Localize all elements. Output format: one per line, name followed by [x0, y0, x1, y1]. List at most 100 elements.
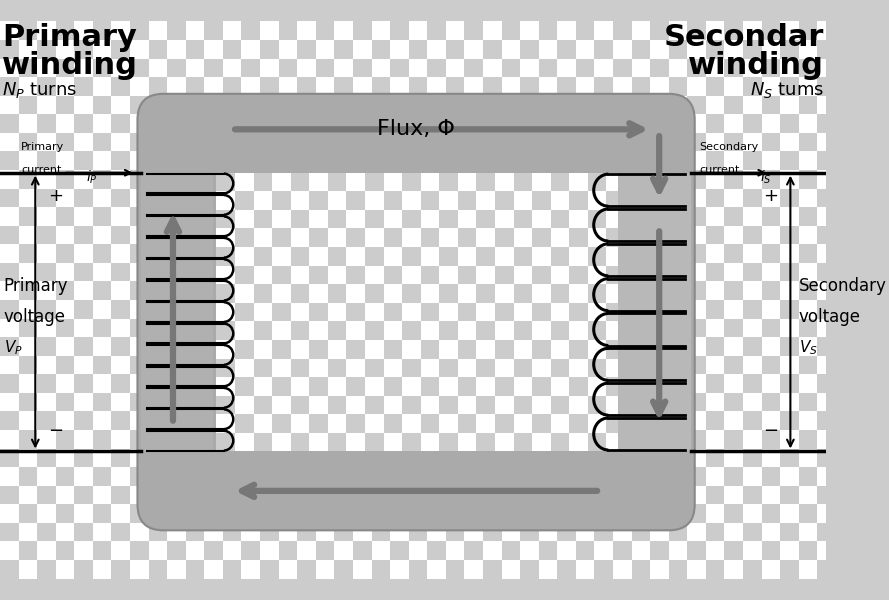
Bar: [557, 170, 576, 188]
Bar: [439, 210, 458, 229]
Bar: [817, 263, 836, 281]
Bar: [223, 151, 242, 170]
Bar: [111, 226, 130, 244]
Bar: [781, 319, 798, 337]
Bar: [316, 560, 334, 578]
Bar: [650, 77, 669, 95]
Bar: [390, 319, 409, 337]
Bar: [798, 133, 817, 151]
Bar: [687, 151, 706, 170]
Bar: [533, 210, 551, 229]
Bar: [242, 337, 260, 356]
Bar: [186, 523, 204, 541]
Bar: [495, 377, 514, 395]
Bar: [372, 207, 390, 226]
Bar: [613, 188, 631, 207]
Bar: [372, 188, 390, 207]
Bar: [613, 541, 631, 560]
Bar: [458, 247, 477, 266]
Bar: [798, 449, 817, 467]
Bar: [520, 374, 539, 393]
Bar: [514, 173, 533, 191]
Bar: [557, 337, 576, 356]
Bar: [272, 433, 291, 451]
Bar: [334, 59, 353, 77]
Bar: [278, 188, 297, 207]
Bar: [687, 393, 706, 412]
Bar: [409, 560, 428, 578]
Bar: [334, 393, 353, 412]
Bar: [817, 188, 836, 207]
Text: −: −: [764, 422, 779, 440]
Bar: [37, 133, 56, 151]
Bar: [501, 319, 520, 337]
Bar: [539, 374, 557, 393]
Bar: [242, 207, 260, 226]
Text: −: −: [48, 422, 63, 440]
Bar: [402, 359, 420, 377]
Bar: [353, 170, 372, 188]
Bar: [278, 226, 297, 244]
Bar: [743, 40, 762, 59]
Bar: [297, 560, 316, 578]
Bar: [390, 541, 409, 560]
Bar: [167, 467, 186, 486]
Bar: [130, 467, 148, 486]
Bar: [0, 319, 19, 337]
Bar: [130, 151, 148, 170]
Bar: [260, 505, 278, 523]
Bar: [439, 191, 458, 210]
Bar: [223, 541, 242, 560]
Bar: [501, 393, 520, 412]
Bar: [328, 284, 347, 303]
Bar: [56, 430, 75, 449]
Bar: [347, 210, 365, 229]
Bar: [576, 170, 595, 188]
Bar: [781, 95, 798, 114]
Bar: [539, 95, 557, 114]
Bar: [539, 133, 557, 151]
Bar: [606, 247, 625, 266]
Bar: [235, 266, 253, 284]
Bar: [75, 486, 92, 505]
Bar: [204, 412, 223, 430]
Bar: [706, 226, 725, 244]
Bar: [439, 359, 458, 377]
Bar: [111, 467, 130, 486]
Bar: [595, 77, 613, 95]
Bar: [186, 40, 204, 59]
Bar: [445, 356, 464, 374]
Bar: [557, 77, 576, 95]
Bar: [390, 486, 409, 505]
Bar: [687, 337, 706, 356]
Bar: [347, 229, 365, 247]
Bar: [817, 449, 836, 467]
Bar: [75, 40, 92, 59]
Bar: [260, 281, 278, 300]
Bar: [551, 340, 569, 359]
Bar: [92, 263, 111, 281]
Bar: [762, 560, 781, 578]
Bar: [557, 560, 576, 578]
Bar: [576, 467, 595, 486]
Bar: [383, 414, 402, 433]
Bar: [92, 430, 111, 449]
Bar: [762, 77, 781, 95]
Bar: [242, 244, 260, 263]
Bar: [762, 319, 781, 337]
Bar: [260, 263, 278, 281]
Bar: [260, 430, 278, 449]
Bar: [75, 374, 92, 393]
Bar: [613, 114, 631, 133]
Bar: [148, 393, 167, 412]
Bar: [477, 210, 495, 229]
Bar: [613, 374, 631, 393]
Bar: [75, 356, 92, 374]
Bar: [130, 337, 148, 356]
Bar: [235, 377, 253, 395]
Bar: [557, 188, 576, 207]
Bar: [569, 266, 588, 284]
Bar: [669, 188, 687, 207]
Bar: [260, 114, 278, 133]
Bar: [0, 374, 19, 393]
